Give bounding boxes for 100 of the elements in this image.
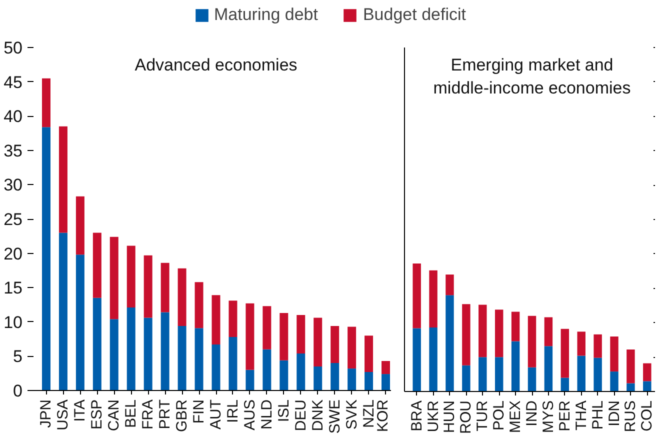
x-tick-label: ISL — [275, 400, 292, 422]
x-tick-label: HUN — [441, 400, 458, 433]
x-tick-label: ESP — [88, 400, 106, 430]
bar — [610, 372, 618, 392]
bar — [643, 363, 652, 382]
bar — [314, 366, 322, 390]
x-tick-label: NZL — [360, 399, 378, 428]
bar — [58, 126, 68, 233]
x-tick-label: FRA — [140, 400, 157, 430]
x-tick-label: RUS — [622, 400, 640, 432]
bar — [330, 363, 340, 390]
x-tick-label: GBR — [174, 399, 191, 432]
bar — [314, 318, 322, 366]
bar — [144, 318, 152, 390]
x-tick-label: USA — [54, 400, 72, 430]
x-tick-label: FIN — [190, 399, 208, 424]
bar — [511, 341, 520, 392]
bar — [429, 328, 438, 392]
y-tick-label: 30 — [4, 176, 23, 195]
bar — [110, 236, 118, 320]
bar — [42, 127, 50, 390]
bar — [544, 317, 553, 346]
bar — [610, 336, 618, 372]
bar — [262, 349, 272, 390]
bar — [126, 246, 136, 308]
bar — [76, 196, 84, 255]
x-tick-label: POL — [490, 400, 508, 431]
x-tick-label: IDN — [606, 400, 623, 426]
bar — [364, 336, 374, 372]
bar — [560, 378, 570, 392]
bar — [42, 78, 50, 128]
bar — [446, 274, 454, 296]
x-tick-label: DNK — [309, 400, 326, 432]
bar — [126, 307, 136, 390]
bar — [348, 326, 356, 369]
bar — [246, 303, 254, 370]
bar — [560, 328, 570, 378]
bar — [330, 326, 340, 364]
x-tick-label: BRA — [408, 400, 426, 432]
bar — [429, 270, 438, 328]
x-tick-label: NLD — [258, 399, 276, 430]
bar — [478, 304, 487, 358]
legend-label: Budget deficit — [362, 5, 466, 25]
x-tick-label: CAN — [106, 400, 123, 432]
x-tick-label: COL — [638, 400, 656, 432]
bar — [446, 295, 454, 392]
x-tick-label: TUR — [474, 400, 492, 432]
bar — [76, 254, 84, 390]
bar — [348, 368, 356, 390]
x-tick-label: DEU — [292, 400, 310, 432]
bar — [382, 374, 390, 390]
x-tick-label: SVK — [343, 400, 360, 430]
bar — [228, 336, 238, 390]
bar — [577, 356, 586, 392]
bar — [246, 370, 254, 390]
text: Advanced economies — [134, 56, 298, 74]
x-tick-label: ROU — [458, 400, 475, 434]
x-tick-label: BEL — [122, 399, 140, 428]
x-tick-label: MEX — [507, 400, 524, 434]
bar — [412, 264, 421, 328]
bar — [296, 353, 306, 390]
y-tick-label: 0 — [13, 382, 23, 400]
x-tick-label: IRL — [224, 400, 242, 423]
bar — [528, 367, 536, 392]
y-tick-label: 35 — [4, 141, 23, 160]
bar — [528, 316, 536, 368]
bar — [544, 346, 553, 392]
x-tick-label: PER — [556, 400, 574, 432]
bar — [462, 365, 470, 392]
bar — [92, 298, 102, 390]
bar — [178, 268, 186, 326]
y-tick-label: 25 — [4, 210, 23, 229]
bar — [280, 360, 288, 390]
bar — [412, 328, 421, 392]
x-tick-label: SWE — [326, 399, 344, 434]
x-tick-label: AUS — [241, 400, 258, 430]
bar — [58, 232, 68, 390]
bar — [144, 255, 152, 318]
bar — [160, 262, 170, 312]
bar — [92, 232, 102, 298]
x-tick-label: IND — [524, 400, 540, 426]
bar — [462, 304, 470, 366]
bar — [160, 312, 170, 390]
bar — [511, 312, 520, 342]
bar — [626, 350, 635, 384]
bar — [262, 306, 272, 350]
legend-label: Maturing debt — [214, 5, 318, 25]
bar — [178, 326, 186, 390]
y-tick-label: 45 — [4, 72, 23, 92]
bar — [228, 300, 238, 337]
y-tick-label: 15 — [4, 278, 23, 298]
bar — [494, 310, 504, 358]
x-tick-label: PRT — [156, 399, 174, 430]
y-tick-label: 5 — [13, 347, 23, 366]
bar — [212, 344, 220, 390]
bar — [594, 334, 602, 358]
x-tick-label: ITA — [72, 399, 89, 422]
bar — [364, 372, 374, 390]
bar — [194, 282, 204, 328]
x-tick-label: KOR — [374, 399, 392, 432]
